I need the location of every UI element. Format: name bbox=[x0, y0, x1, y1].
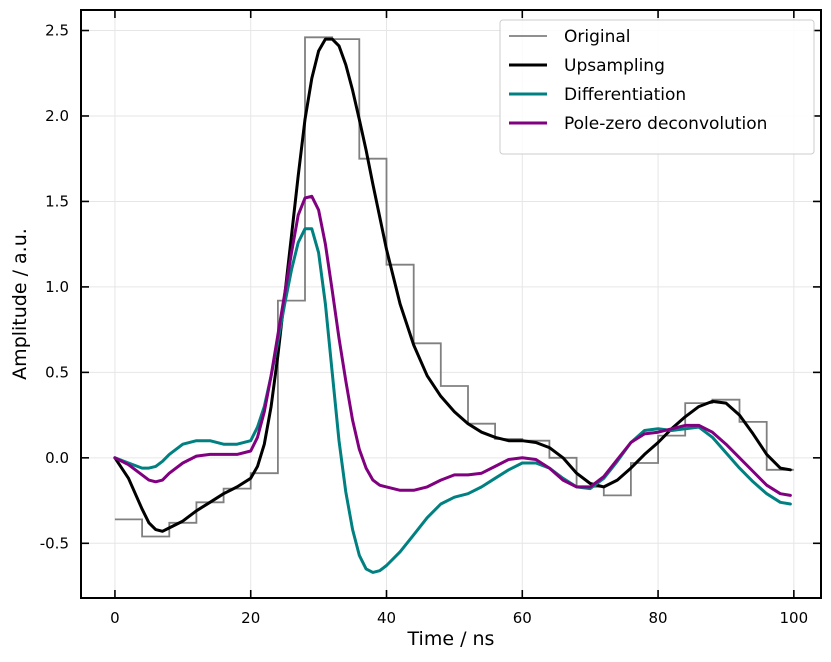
series-line-upsampling bbox=[113, 37, 792, 533]
y-tick-label: 2.5 bbox=[45, 22, 69, 40]
series-line-original bbox=[114, 36, 794, 538]
legend-box bbox=[499, 19, 815, 155]
x-tick-label: 40 bbox=[377, 609, 396, 627]
x-axis-label: Time / ns bbox=[407, 628, 495, 650]
legend-label-differentiation: Differentiation bbox=[564, 85, 686, 105]
y-tick-label: 1.0 bbox=[45, 278, 69, 296]
legend-label-pole-zero-deconvolution: Pole-zero deconvolution bbox=[564, 114, 767, 134]
legend-label-upsampling: Upsampling bbox=[564, 56, 665, 76]
y-tick-label: -0.5 bbox=[40, 534, 69, 552]
y-tick-label: 2.0 bbox=[45, 107, 69, 125]
series-layer bbox=[113, 36, 794, 574]
legend-label-original: Original bbox=[564, 27, 631, 47]
y-axis-label: Amplitude / a.u. bbox=[9, 228, 31, 380]
x-tick-label: 20 bbox=[241, 609, 260, 627]
series-line-pole-zero-deconvolution bbox=[113, 194, 792, 497]
ticks: 0 20 40 60 80 100 -0.5 0.0 0.5 1.0 1.5 2.0 2.5 bbox=[40, 10, 821, 627]
x-tick-label: 0 bbox=[110, 609, 120, 627]
y-tick-label: 1.5 bbox=[45, 192, 69, 210]
x-tick-label: 60 bbox=[513, 609, 532, 627]
legend: Original Upsampling Differentiation Pole-ze… bbox=[499, 19, 815, 155]
x-tick-label: 80 bbox=[649, 609, 668, 627]
x-tick-label: 100 bbox=[780, 609, 809, 627]
plot-frame bbox=[80, 9, 822, 599]
y-tick-label: 0.0 bbox=[45, 449, 69, 467]
y-tick-label: 0.5 bbox=[45, 363, 69, 381]
series-line-differentiation bbox=[113, 227, 792, 574]
